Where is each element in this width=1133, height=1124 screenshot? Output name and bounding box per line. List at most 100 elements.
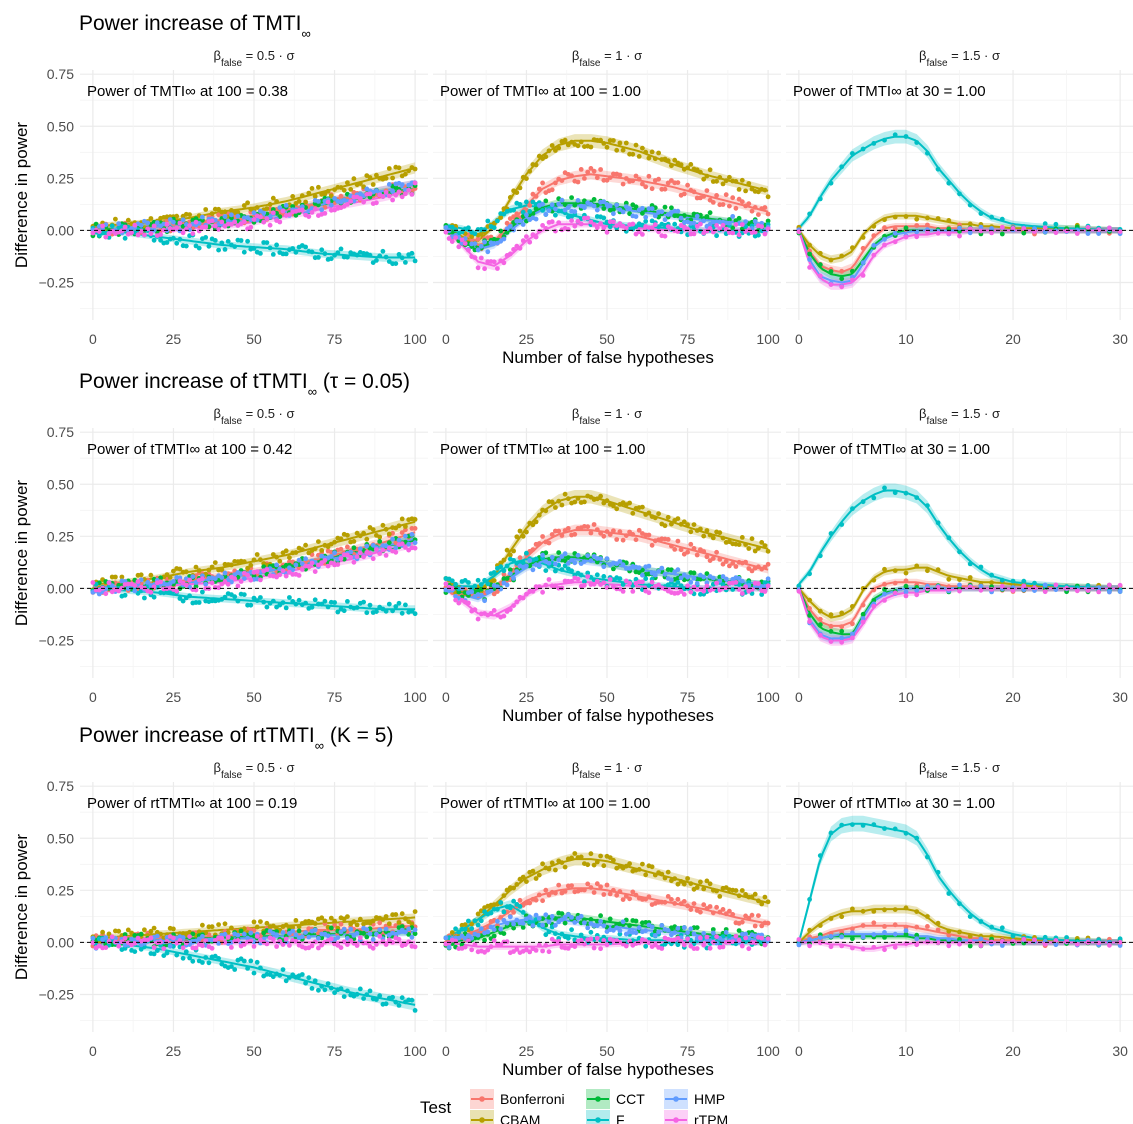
point-hmp: [357, 546, 363, 552]
row-title: Power increase of TMTI∞: [79, 12, 311, 41]
point-rtpm: [241, 219, 247, 225]
point-hmp: [367, 931, 373, 937]
point-cbam: [762, 187, 768, 193]
point-cbam: [914, 563, 920, 569]
point-cbam: [383, 175, 389, 181]
point-rtpm: [796, 937, 802, 942]
point-f: [283, 605, 289, 611]
point-hmp: [691, 931, 697, 937]
point-f: [871, 141, 877, 146]
point-rtpm: [999, 224, 1005, 230]
x-tick-label: 0: [442, 689, 450, 705]
point-cbam: [351, 919, 357, 924]
point-f: [643, 943, 649, 949]
point-cbam: [733, 179, 739, 184]
point-cbam: [270, 923, 276, 929]
point-cbam: [553, 867, 558, 873]
point-rtpm: [390, 940, 395, 945]
point-cbam: [504, 547, 510, 553]
point-f: [122, 946, 128, 951]
point-hmp: [882, 930, 887, 935]
point-cbam: [946, 928, 952, 934]
point-rtpm: [306, 214, 312, 220]
point-cbam: [591, 862, 597, 868]
point-hmp: [572, 209, 578, 215]
point-cbam: [807, 927, 812, 933]
point-f: [903, 490, 909, 496]
point-cbam: [623, 863, 629, 869]
point-f: [524, 199, 529, 205]
point-hmp: [607, 203, 613, 209]
point-hmp: [582, 205, 587, 211]
point-hmp: [203, 581, 209, 587]
point-rtpm: [374, 942, 379, 947]
point-bonferroni: [860, 602, 866, 608]
point-rtpm: [122, 935, 128, 941]
point-hmp: [1085, 231, 1091, 237]
point-cbam: [403, 916, 408, 922]
y-tick-label: −0.25: [39, 987, 75, 1003]
point-f: [277, 972, 283, 978]
point-f: [361, 996, 366, 1001]
point-bonferroni: [935, 927, 941, 933]
point-rtpm: [132, 583, 138, 588]
point-rtpm: [646, 590, 652, 596]
point-hmp: [200, 214, 205, 220]
point-hmp: [154, 220, 160, 226]
point-cbam: [520, 874, 526, 880]
point-rtpm: [245, 572, 251, 578]
point-f: [251, 970, 257, 976]
point-cbam: [882, 907, 887, 913]
x-tick-label: 25: [519, 1043, 535, 1059]
point-f: [967, 914, 973, 919]
point-rtpm: [630, 221, 636, 227]
point-f: [860, 823, 866, 828]
point-hmp: [485, 249, 491, 255]
point-cbam: [707, 167, 713, 173]
point-cbam: [698, 526, 703, 532]
point-cbam: [559, 502, 565, 508]
point-cbam: [290, 194, 296, 199]
point-cbam: [514, 882, 520, 887]
point-rtpm: [533, 948, 539, 953]
point-hmp: [498, 926, 504, 932]
point-rtpm: [739, 943, 745, 949]
point-cct: [562, 558, 568, 564]
point-cbam: [756, 545, 761, 551]
point-rtpm: [187, 577, 193, 583]
point-rtpm: [472, 607, 478, 613]
point-hmp: [617, 559, 623, 564]
point-rtpm: [989, 230, 994, 236]
point-f: [177, 236, 183, 242]
point-cbam: [316, 184, 321, 190]
point-hmp: [701, 218, 707, 224]
point-f: [322, 251, 328, 257]
point-cbam: [662, 523, 668, 529]
point-f: [325, 981, 331, 986]
point-cbam: [556, 498, 562, 504]
point-cbam: [565, 142, 571, 148]
point-rtpm: [507, 251, 513, 257]
y-tick-label: 0.25: [47, 882, 74, 898]
point-cbam: [409, 921, 415, 927]
point-rtpm: [691, 231, 697, 237]
point-rtpm: [553, 583, 558, 589]
point-rtpm: [620, 589, 626, 594]
point-cct: [914, 932, 920, 938]
legend-label: HMP: [694, 1091, 725, 1107]
point-cbam: [652, 872, 658, 878]
point-cbam: [627, 861, 632, 867]
power-annotation: Power of tTMTI∞ at 100 = 0.42: [87, 441, 292, 458]
point-hmp: [1096, 585, 1102, 590]
point-rtpm: [309, 210, 315, 215]
point-hmp: [504, 920, 510, 926]
point-f: [190, 958, 196, 964]
point-rtpm: [935, 585, 941, 590]
point-hmp: [914, 936, 920, 942]
point-rtpm: [196, 228, 202, 234]
point-cbam: [749, 894, 755, 900]
point-f: [565, 935, 571, 941]
point-f: [303, 244, 308, 250]
point-f: [469, 926, 475, 931]
point-cbam: [850, 245, 855, 251]
